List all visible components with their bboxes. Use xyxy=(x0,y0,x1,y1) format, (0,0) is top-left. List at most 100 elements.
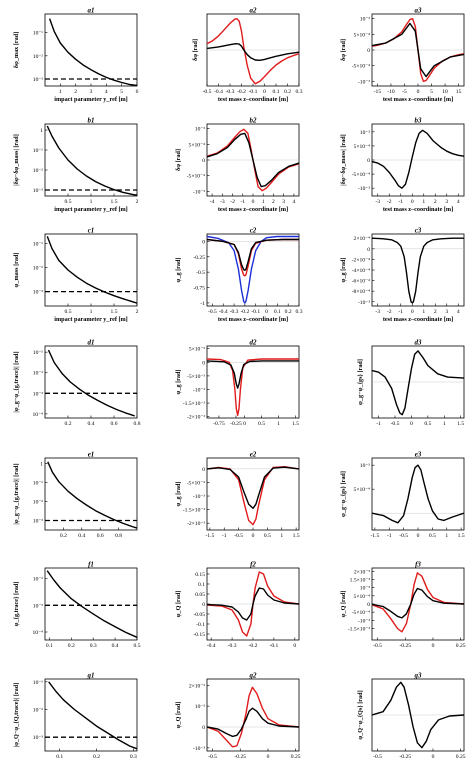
plot-frame xyxy=(44,567,138,641)
y-axis-label: φ_g−φ_{gs} [rad] xyxy=(340,471,347,517)
y-tick-label: -0.05 xyxy=(193,612,205,618)
y-tick-label: 0 xyxy=(202,725,205,731)
x-tick-label: 1.5 xyxy=(111,309,118,315)
x-tick-label: 0.5 xyxy=(429,533,436,539)
y-tick-label: 10⁻¹ xyxy=(33,350,44,356)
y-tick-label: -2×10⁻² xyxy=(187,415,205,421)
x-tick-label: 1 xyxy=(445,533,448,539)
plot-frame xyxy=(44,345,138,419)
panel-b3: -3 -2 -1 0 1 2 3 4 10⁻³ 5×10⁻⁴ 0 -5×10⁻⁴ -10⁻³ b3 test… xyxy=(340,117,465,213)
panel-label: f3 xyxy=(415,561,421,569)
panel-label: b2 xyxy=(250,117,258,125)
y-tick-label: 0 xyxy=(202,602,205,608)
series-line-black xyxy=(46,125,137,196)
x-tick-label: 1 xyxy=(262,199,265,205)
series-line-black xyxy=(46,570,137,638)
x-tick-label: 0 xyxy=(263,89,266,95)
x-tick-label: -0.2 xyxy=(249,643,258,649)
x-tick-label: -0.1 xyxy=(251,309,260,315)
series-line-red xyxy=(207,18,299,85)
y-tick-label: -0.15 xyxy=(193,632,205,638)
x-tick-label: 0.2 xyxy=(284,89,291,95)
y-tick-label: 5×10⁻⁴ xyxy=(354,144,370,150)
panel-label: e2 xyxy=(250,451,257,459)
y-axis-label: |φ_Q−φ_{Q,trace}| [rad] xyxy=(13,683,20,748)
panel-label: d1 xyxy=(88,339,95,347)
x-tick-label: 0.6 xyxy=(97,533,104,539)
x-tick-label: -1 xyxy=(387,533,392,539)
y-tick-label: -5×10⁻⁴ xyxy=(352,172,370,178)
y-tick-label: 0 xyxy=(202,239,205,245)
y-tick-label: -10⁻² xyxy=(193,387,205,393)
y-axis-label: φ_g [rad] xyxy=(340,258,347,283)
x-axis-label: test mass z–coordinate [m] xyxy=(218,206,288,213)
x-axis-label: impact parameter y_ref [m] xyxy=(54,206,127,213)
series-line-black xyxy=(47,461,137,529)
series-line-black xyxy=(47,349,135,417)
x-tick-label: -1 xyxy=(222,533,227,539)
y-tick-label: -5×10⁻⁴ xyxy=(187,174,205,180)
x-tick-label: -0.1 xyxy=(269,643,278,649)
y-tick-label: 2×10⁻⁴ xyxy=(354,236,370,242)
x-tick-label: 1 xyxy=(277,421,280,427)
x-tick-label: -0.2 xyxy=(237,89,246,95)
panel-f2: -0.4 -0.3 -0.2 -0.1 0 0.15 0.1 0.05 0 -0.05 -0.1 -0… xyxy=(175,561,300,649)
y-tick-label: 10⁻¹ xyxy=(33,31,44,37)
x-tick-label: -0.5 xyxy=(208,754,217,760)
panel-label: a3 xyxy=(415,7,423,15)
y-tick-label: 1.5×10⁻³ xyxy=(350,577,371,583)
x-tick-label: 0.2 xyxy=(68,643,75,649)
x-tick-label: -0.5 xyxy=(203,89,212,95)
x-tick-label: 0 xyxy=(417,89,420,95)
panel-label: a2 xyxy=(250,7,258,15)
y-axis-label: φ_mass [rad] xyxy=(13,253,20,288)
y-tick-label: -1.5×10⁻³ xyxy=(348,627,371,633)
series-line-black xyxy=(372,350,464,416)
panel-b1: 0.5 1 1.5 2 1 10⁻¹ 10⁻² 10⁻³ b1 impact parameter … xyxy=(13,117,139,214)
x-tick-label: 0 xyxy=(432,643,435,649)
x-tick-label: 0.4 xyxy=(78,533,85,539)
series-line-black xyxy=(372,22,464,78)
x-tick-label: 0 xyxy=(411,199,414,205)
x-tick-label: 0.5 xyxy=(65,309,72,315)
panel-label: d3 xyxy=(415,339,423,347)
panel-label: c1 xyxy=(88,227,95,235)
y-tick-label: 5×10⁻³ xyxy=(189,347,205,353)
x-tick-label: 0 xyxy=(252,199,255,205)
x-tick-label: 5 xyxy=(120,89,123,95)
x-tick-label: -0.5 xyxy=(234,533,243,539)
x-tick-label: 5 xyxy=(430,89,433,95)
x-tick-label: 1.5 xyxy=(293,533,300,539)
x-tick-label: 0.5 xyxy=(424,421,431,427)
y-tick-label: -1.5×10⁻³ xyxy=(183,508,206,514)
panel-e1: 0.2 0.4 0.6 0.8 1 10⁻¹ 10⁻² 10⁻³ e1 |φ_g−φ_{g,tra… xyxy=(13,451,138,539)
y-tick-label: 10⁻³ xyxy=(33,735,44,741)
x-tick-label: 1 xyxy=(90,199,93,205)
panel-e3: -1.5 -1 -0.5 0 0.5 1 1.5 10⁻³ 5×10⁻⁴ e3 φ_g−φ_{gs}… xyxy=(340,451,465,540)
x-tick-label: 1 xyxy=(443,421,446,427)
x-tick-label: 0 xyxy=(243,421,246,427)
x-tick-label: -0.4 xyxy=(207,643,216,649)
panel-g1: 0.1 0.2 0.3 10⁻¹ 10⁻² 10⁻³ g1 |φ_Q−φ_{Q,trace}|… xyxy=(13,672,138,760)
x-tick-label: 4 xyxy=(105,89,108,95)
x-tick-label: -1 xyxy=(240,199,245,205)
y-tick-label: 10⁻³ xyxy=(33,519,44,525)
x-tick-label: 3 xyxy=(282,199,285,205)
plot-frame xyxy=(44,13,138,87)
y-tick-label: -0.75 xyxy=(193,286,205,292)
x-tick-label: -0.3 xyxy=(230,309,239,315)
x-tick-label: 2 xyxy=(136,309,139,315)
series-line-red xyxy=(207,238,299,277)
y-tick-label: 2×10⁻³ xyxy=(354,569,370,575)
y-axis-label: δφ [rad] xyxy=(340,39,347,61)
series-line-black xyxy=(207,132,299,188)
y-tick-label: 10⁻² xyxy=(33,707,44,713)
series-line-black xyxy=(207,43,299,61)
y-tick-label: 10⁻¹ xyxy=(33,481,44,487)
y-axis-label: |φ_g−φ_{g,trace}| [rad] xyxy=(13,463,20,524)
x-tick-label: 0.5 xyxy=(258,421,265,427)
x-tick-label: 0.5 xyxy=(134,643,141,649)
series-line-black xyxy=(207,360,299,389)
panel-f3: -0.5 -0.25 0 0.25 2×10⁻³ 1.5×10⁻³ 10⁻³ 5×10⁻⁴ 0 -… xyxy=(340,561,466,650)
x-tick-label: -0.25 xyxy=(399,754,411,760)
